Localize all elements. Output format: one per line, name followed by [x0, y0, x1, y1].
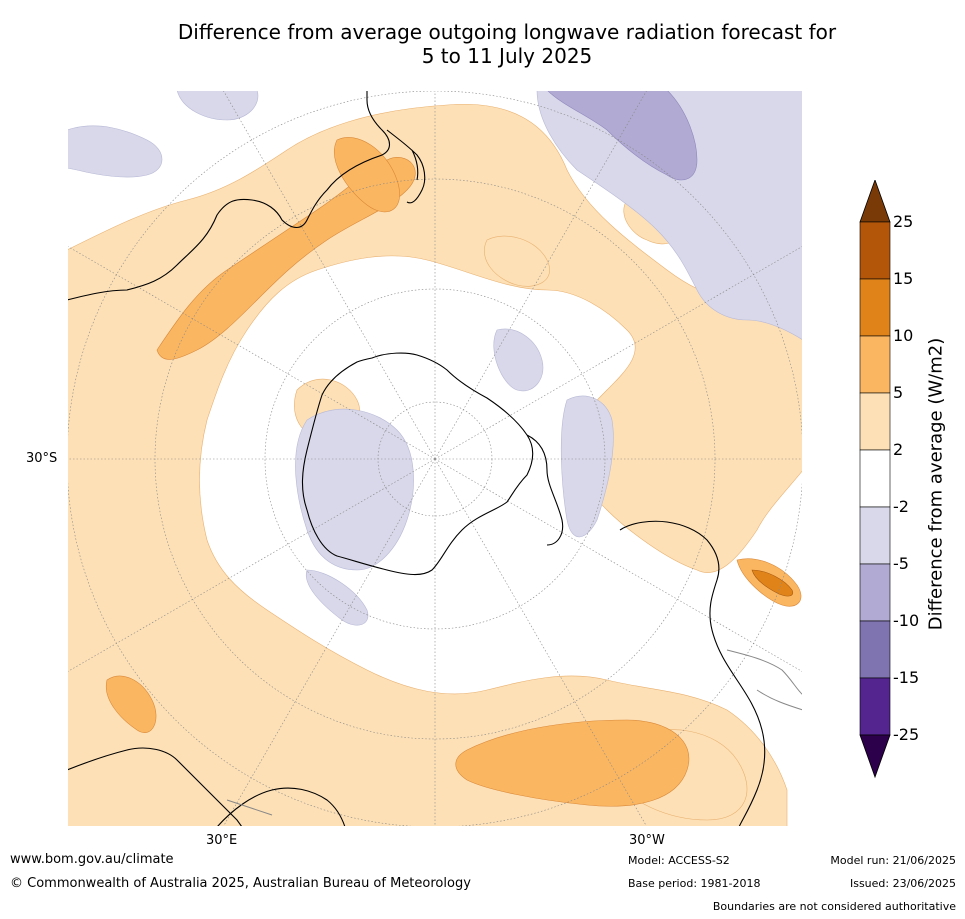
colorbar [859, 180, 891, 779]
country-boundaries [226, 649, 803, 816]
colorbar-extend-max [859, 180, 891, 223]
colorbar-title: Difference from average (W/m2) [925, 337, 947, 631]
colorbar-tick-label: 25 [893, 212, 914, 231]
title-line-1: Difference from average outgoing longwav… [177, 20, 837, 44]
colorbar-tick-label: -25 [893, 725, 920, 744]
new-zealand-coastline [386, 129, 426, 204]
anomaly-10-to-15 [751, 569, 794, 597]
colorbar-band [859, 221, 891, 280]
lat-label-30s: 30°S [26, 451, 58, 466]
disclaimer-text: Boundaries are not considered authoritat… [712, 900, 956, 913]
colorbar-band [859, 449, 891, 508]
colorbar-tick-label: -5 [893, 554, 909, 573]
colorbar-band [859, 563, 891, 622]
colorbar-band [859, 392, 891, 451]
chart-title: Difference from average outgoing longwav… [0, 20, 965, 68]
colorbar-tick-label: 2 [893, 440, 904, 459]
colorbar-band [859, 506, 891, 565]
colorbar-tick-label: 10 [893, 326, 914, 345]
base-period-text: Base period: 1981-2018 [628, 877, 761, 890]
colorbar-tick-label: -10 [893, 611, 920, 630]
colorbar-tick-label: -15 [893, 668, 920, 687]
colorbar-tick-label: -2 [893, 497, 909, 516]
anomaly-minus-2-to-minus-5 [67, 90, 803, 626]
colorbar-extend-min [859, 734, 891, 779]
colorbar-band [859, 677, 891, 736]
south-america-coastline [619, 520, 766, 827]
website-link[interactable]: www.bom.gov.au/climate [10, 852, 174, 867]
lon-label-30w: 30°W [629, 833, 665, 848]
colorbar-band [859, 278, 891, 337]
anomaly-minus-5-to-minus-10 [546, 90, 698, 181]
colorbar-tick-label: 15 [893, 269, 914, 288]
model-text: Model: ACCESS-S2 [628, 854, 730, 867]
lon-label-30e: 30°E [206, 833, 238, 848]
model-run-text: Model run: 21/06/2025 [830, 854, 956, 867]
colorbar-tick-label: 5 [893, 383, 904, 402]
polar-anomaly-map [67, 90, 803, 827]
africa-coastline [67, 747, 346, 827]
australia-coastline [67, 90, 391, 301]
title-line-2: 5 to 11 July 2025 [421, 44, 593, 68]
issued-text: Issued: 23/06/2025 [849, 877, 956, 890]
copyright-text: © Commonwealth of Australia 2025, Austra… [10, 876, 471, 891]
antarctica-coastline [301, 352, 564, 576]
anomaly-5-to-10 [105, 137, 802, 807]
colorbar-band [859, 620, 891, 679]
colorbar-band [859, 335, 891, 394]
